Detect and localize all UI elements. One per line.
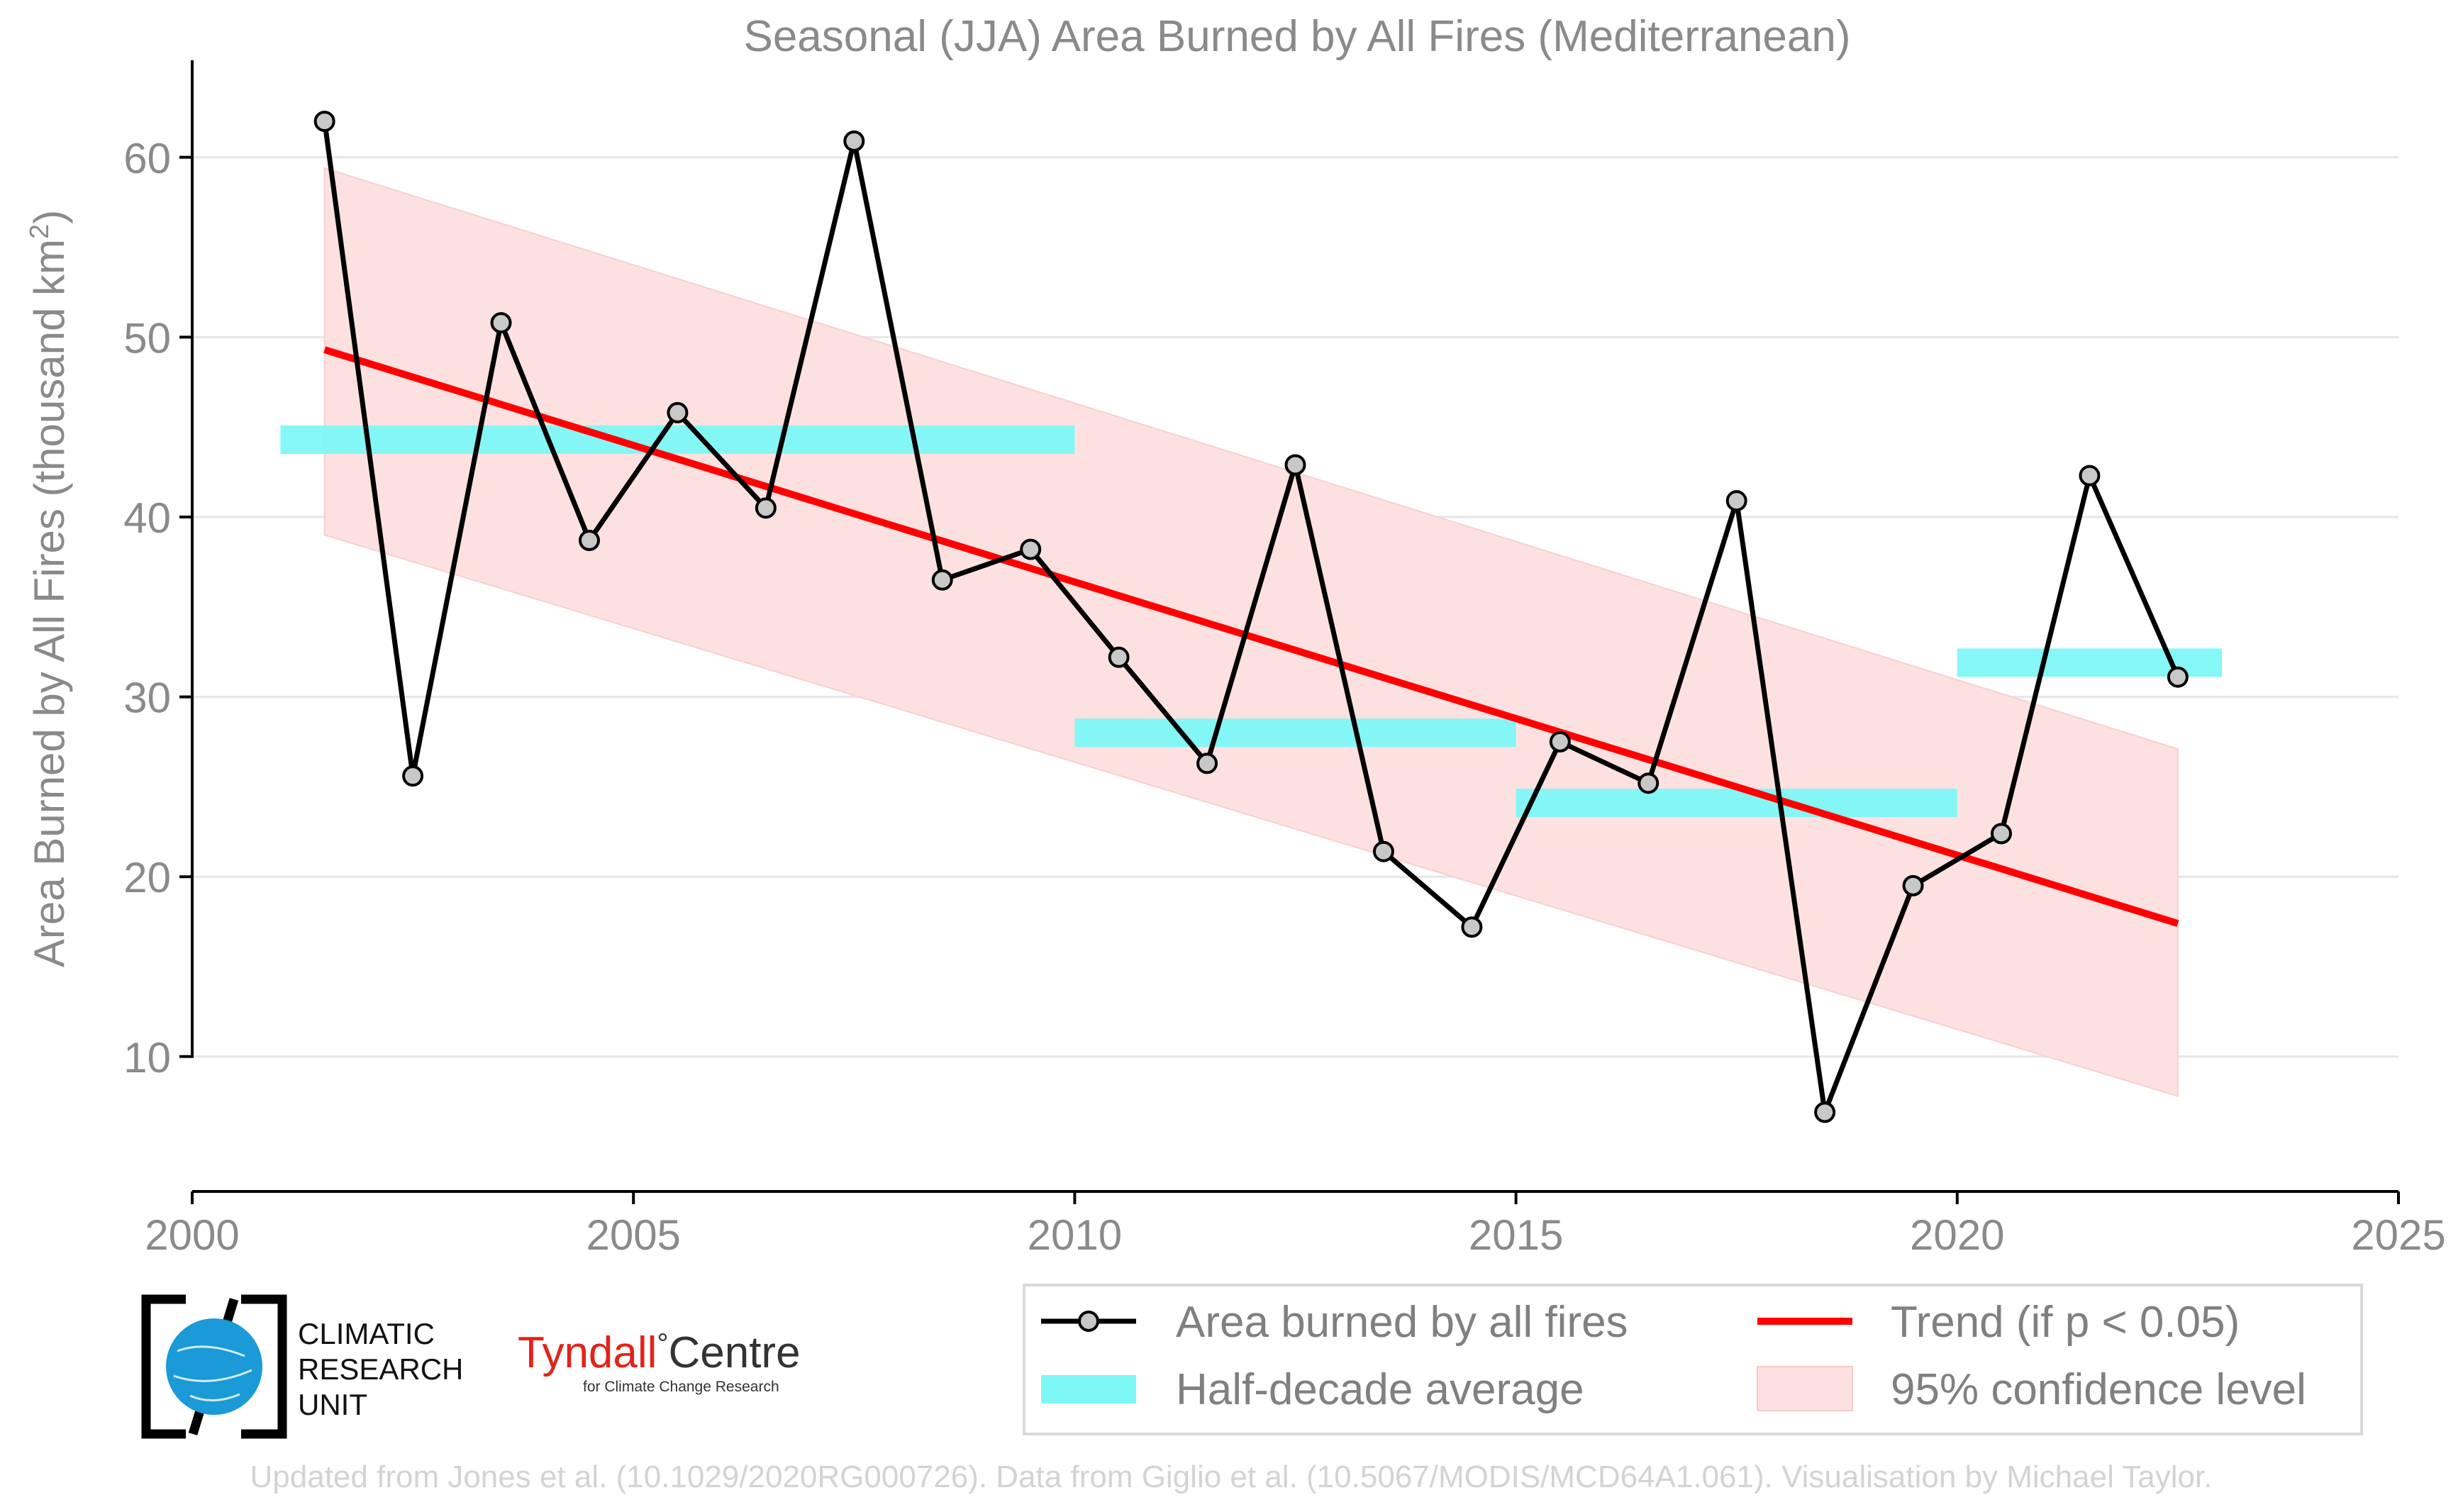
legend-item-trend: Trend (if p < 0.05) bbox=[1757, 1298, 2240, 1347]
trend-line-group bbox=[323, 346, 2179, 927]
half-decade-bar-3 bbox=[1516, 789, 1957, 818]
y-axis-label-close: ) bbox=[26, 210, 73, 224]
x-tick-label-2015: 2015 bbox=[1469, 1211, 1563, 1259]
legend-label-confidence: 95% confidence level bbox=[1891, 1365, 2306, 1414]
y-tick-label-20: 20 bbox=[123, 854, 171, 901]
y-tick-label-60: 60 bbox=[123, 135, 171, 182]
data-point-2 bbox=[402, 765, 424, 787]
tyndall-logo-text: Tyndall°Centre bbox=[518, 1328, 801, 1377]
cru-logo: CLIMATIC RESEARCH UNIT bbox=[141, 1294, 463, 1439]
cru-logo-line-3: UNIT bbox=[298, 1388, 367, 1421]
legend-swatch-confidence bbox=[1757, 1366, 1853, 1411]
x-tick-label-2000: 2000 bbox=[145, 1211, 239, 1259]
legend: Area burned by all fires Trend (if p < 0… bbox=[1023, 1284, 2363, 1435]
cru-logo-line-1: CLIMATIC bbox=[298, 1317, 435, 1350]
tyndall-logo-subtitle: for Climate Change Research bbox=[583, 1379, 779, 1395]
data-point-5 bbox=[667, 401, 689, 423]
half-decade-bar-2 bbox=[1074, 718, 1516, 747]
half-decade-bars bbox=[280, 425, 2223, 818]
tyndall-logo: Tyndall°Centre for Climate Change Resear… bbox=[518, 1328, 801, 1395]
y-axis-label: Area Burned by All Fires (thousand km2) bbox=[25, 210, 73, 967]
y-tick-label-50: 50 bbox=[123, 314, 171, 362]
data-point-15 bbox=[1549, 731, 1571, 752]
legend-item-area-burned: Area burned by all fires bbox=[1041, 1298, 1628, 1347]
x-tick-label-2020: 2020 bbox=[1910, 1211, 2004, 1259]
data-point-8 bbox=[931, 569, 953, 591]
data-point-6 bbox=[755, 497, 777, 519]
x-tick-label-2010: 2010 bbox=[1028, 1211, 1122, 1259]
data-point-4 bbox=[578, 529, 600, 551]
y-tick-labels: 10 20 30 40 50 60 bbox=[123, 135, 192, 1082]
legend-item-confidence: 95% confidence level bbox=[1757, 1365, 2306, 1414]
data-point-1 bbox=[313, 111, 335, 133]
trend-line bbox=[323, 346, 2179, 927]
data-point-21 bbox=[2079, 465, 2101, 487]
data-point-17 bbox=[1725, 490, 1747, 512]
data-point-13 bbox=[1372, 840, 1394, 862]
legend-item-half-decade: Half-decade average bbox=[1041, 1365, 1584, 1414]
data-point-11 bbox=[1196, 752, 1218, 774]
data-point-14 bbox=[1461, 916, 1483, 938]
legend-label-half-decade: Half-decade average bbox=[1176, 1365, 1584, 1414]
tyndall-logo-centre: Centre bbox=[668, 1328, 800, 1377]
cru-logo-bracket-right bbox=[241, 1294, 287, 1439]
data-point-7 bbox=[843, 130, 865, 152]
data-point-20 bbox=[1991, 823, 2013, 845]
x-tick-label-2025: 2025 bbox=[2351, 1211, 2445, 1259]
legend-label-area-burned: Area burned by all fires bbox=[1176, 1298, 1628, 1347]
tyndall-logo-main: Tyndall bbox=[518, 1328, 657, 1377]
series-line bbox=[322, 121, 2181, 1123]
area-burned-series bbox=[313, 111, 2189, 1123]
chart-title: Seasonal (JJA) Area Burned by All Fires … bbox=[743, 12, 1850, 61]
credit-line: Updated from Jones et al. (10.1029/2020R… bbox=[250, 1460, 2213, 1494]
globe-icon bbox=[166, 1318, 262, 1415]
x-tick-label-2005: 2005 bbox=[586, 1211, 680, 1259]
data-point-3 bbox=[490, 312, 512, 334]
y-tick-label-10: 10 bbox=[123, 1034, 171, 1082]
data-point-18 bbox=[1814, 1101, 1836, 1123]
y-axis-label-sup: 2 bbox=[25, 224, 55, 239]
data-point-19 bbox=[1902, 874, 1924, 896]
y-tick-label-40: 40 bbox=[123, 494, 171, 542]
confidence-band-area bbox=[323, 167, 2179, 1097]
cru-logo-line-2: RESEARCH bbox=[298, 1352, 463, 1386]
legend-marker-area-burned bbox=[1078, 1311, 1099, 1332]
half-decade-bar-1 bbox=[280, 425, 1075, 454]
tyndall-logo-degree: ° bbox=[657, 1328, 668, 1360]
cru-logo-bracket bbox=[141, 1294, 186, 1439]
data-point-9 bbox=[1020, 538, 1042, 560]
legend-label-trend: Trend (if p < 0.05) bbox=[1891, 1298, 2240, 1347]
data-point-22 bbox=[2167, 666, 2189, 688]
axes bbox=[191, 60, 2398, 1193]
y-axis-label-text: Area Burned by All Fires (thousand km bbox=[26, 239, 73, 967]
data-point-12 bbox=[1284, 454, 1306, 476]
confidence-band bbox=[323, 167, 2179, 1097]
legend-swatch-half-decade bbox=[1041, 1375, 1136, 1403]
x-tick-labels: 2000 2005 2010 2015 2020 2025 bbox=[145, 1191, 2446, 1259]
data-point-10 bbox=[1108, 646, 1130, 668]
data-point-16 bbox=[1638, 772, 1659, 794]
y-tick-label-30: 30 bbox=[123, 674, 171, 722]
legend-box bbox=[1023, 1284, 2363, 1435]
